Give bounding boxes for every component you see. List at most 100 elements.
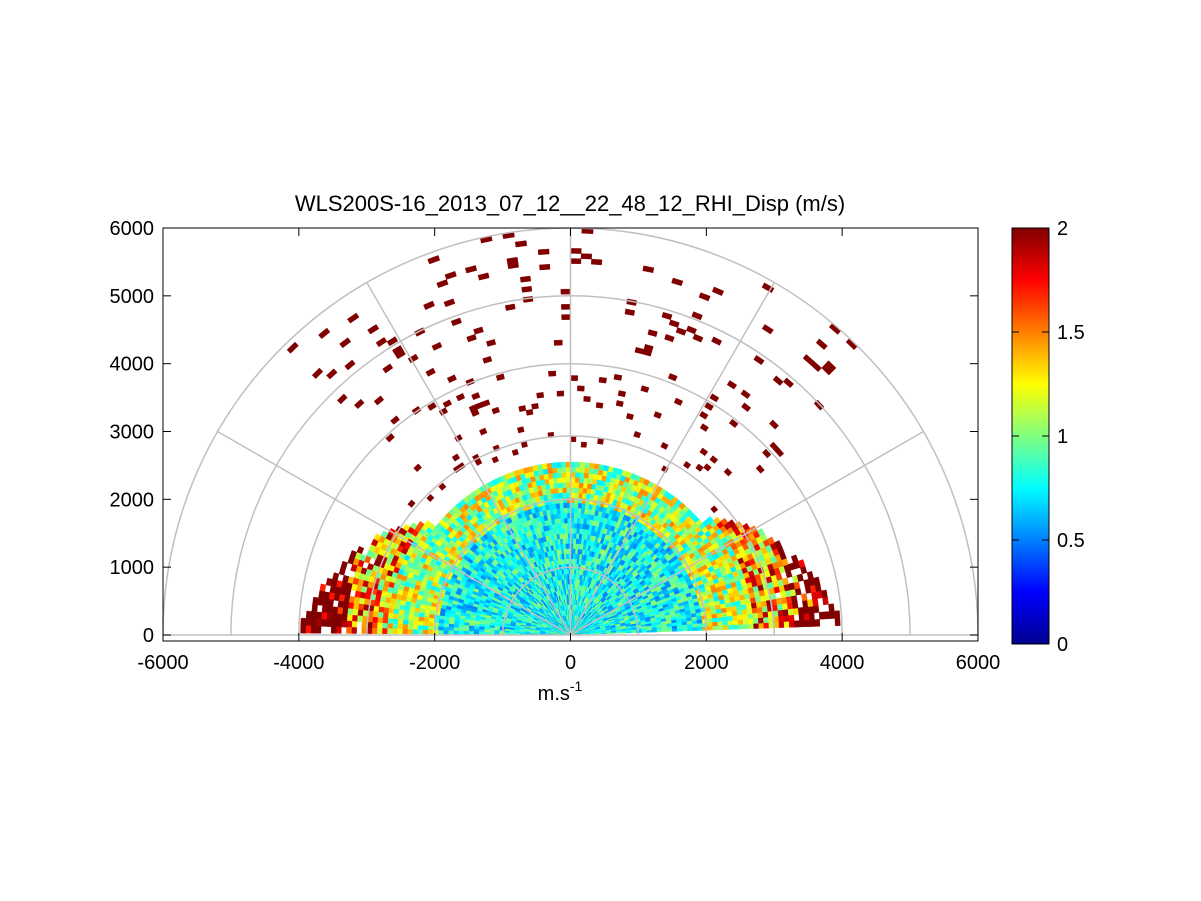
data-cell-134 [737,614,744,621]
data-cell-2377 [546,462,553,469]
data-cell-4275 [407,615,414,621]
data-cell-4326 [402,619,409,626]
data-cell-2528 [517,426,525,434]
data-cell-244 [790,594,798,603]
data-cell-4413 [488,631,495,635]
data-cell-4277 [397,614,404,621]
data-cell-4421 [448,630,454,635]
data-cell-150 [828,603,835,612]
data-cell-4321 [427,621,434,627]
data-cell-4143 [319,583,327,592]
data-cell-4276 [402,614,409,621]
data-cell-3269 [426,493,435,502]
data-cell-4422 [443,630,449,635]
data-cell-4423 [437,630,444,635]
data-cell-4361 [488,629,495,633]
data-cell-4142 [329,585,337,594]
data-cell-4313 [468,625,475,630]
data-cell-2299 [558,492,564,499]
colorbar-tick-label-0: 0 [1057,634,1068,656]
data-cell-4319 [438,622,444,628]
data-cell-4288 [341,607,349,615]
data-cell-4179 [388,602,396,610]
data-cell-4446 [300,625,307,634]
data-cell-143 [782,608,789,616]
data-cell-2864 [472,453,480,462]
data-cell-1724 [691,311,703,321]
data-cell-2150 [573,497,579,504]
data-cell-2300 [557,487,563,494]
data-cell-88 [763,616,770,624]
data-cell-4336 [351,614,358,622]
data-cell-198 [812,598,819,607]
data-cell-4395 [310,618,317,627]
data-cell-2301 [557,482,563,489]
data-cell-4391 [330,619,337,628]
data-cell-4323 [417,620,424,626]
data-cell-2153 [574,482,580,488]
data-cell-2306 [548,370,557,377]
data-cell-2269 [560,461,567,468]
data-cell-3234 [286,341,299,354]
data-cell-4441 [335,626,342,634]
data-cell-2113 [577,497,583,504]
data-cell-2271 [553,339,563,346]
data-cell-796 [757,528,765,537]
data-cell-2146 [573,517,578,524]
data-cell-95 [803,613,810,621]
data-cell-2938 [427,402,437,411]
data-cell-47 [809,619,816,627]
data-cell-2145 [573,522,578,529]
data-cell-2050 [588,462,595,469]
data-cell-2110 [576,512,581,519]
data-cell-1435 [753,355,765,366]
data-cell-27 [707,625,714,631]
data-cell-4366 [463,628,470,632]
data-cell-1069 [706,516,714,524]
data-cell-1286 [783,377,794,388]
data-cell-4439 [351,627,357,634]
data-cell-2640 [444,271,457,280]
data-cell-4339 [336,613,343,621]
data-cell-4375 [417,625,424,631]
data-cell-4340 [331,613,338,621]
data-cell-1212 [723,467,733,477]
data-cell-2118 [579,472,585,479]
data-cell-1325 [709,455,719,464]
data-cell-1980 [624,308,636,316]
data-cell-130 [716,616,723,622]
data-cell-2639 [466,334,477,343]
data-cell-4390 [336,620,342,628]
data-cell-83 [737,619,744,625]
data-cell-666 [774,540,783,549]
data-cell-33 [738,623,744,630]
data-cell-2338 [553,482,559,489]
data-cell-34 [743,623,749,630]
data-cell-4279 [387,613,394,620]
data-cell-4318 [443,623,450,628]
data-cell-3121 [390,415,400,425]
data-cell-4425 [427,629,434,635]
data-cell-1213 [769,419,779,430]
data-cell-2122 [583,396,591,403]
data-cell-96 [808,612,815,621]
x-axis-label-base: m.s [538,683,570,705]
data-cell-4328 [392,618,399,625]
data-cell-1545 [761,282,775,293]
data-cell-98 [823,611,831,620]
data-cell-4376 [412,624,419,630]
data-cell-1288 [815,338,828,350]
data-cell-2117 [578,477,584,484]
data-cell-79 [717,620,724,626]
y-tick-label-2: 2000 [110,489,155,511]
x-tick-label-3: 0 [565,652,576,674]
data-cell-4269 [438,619,445,624]
data-cell-94 [798,613,805,621]
data-cell-1942 [615,400,624,408]
data-cell-2977 [451,453,461,462]
data-cell-2083 [583,477,589,484]
x-tick-label-4: 2000 [684,652,729,674]
data-cell-4193 [318,590,325,599]
data-cell-2419 [506,256,519,265]
data-cell-4289 [336,607,344,615]
